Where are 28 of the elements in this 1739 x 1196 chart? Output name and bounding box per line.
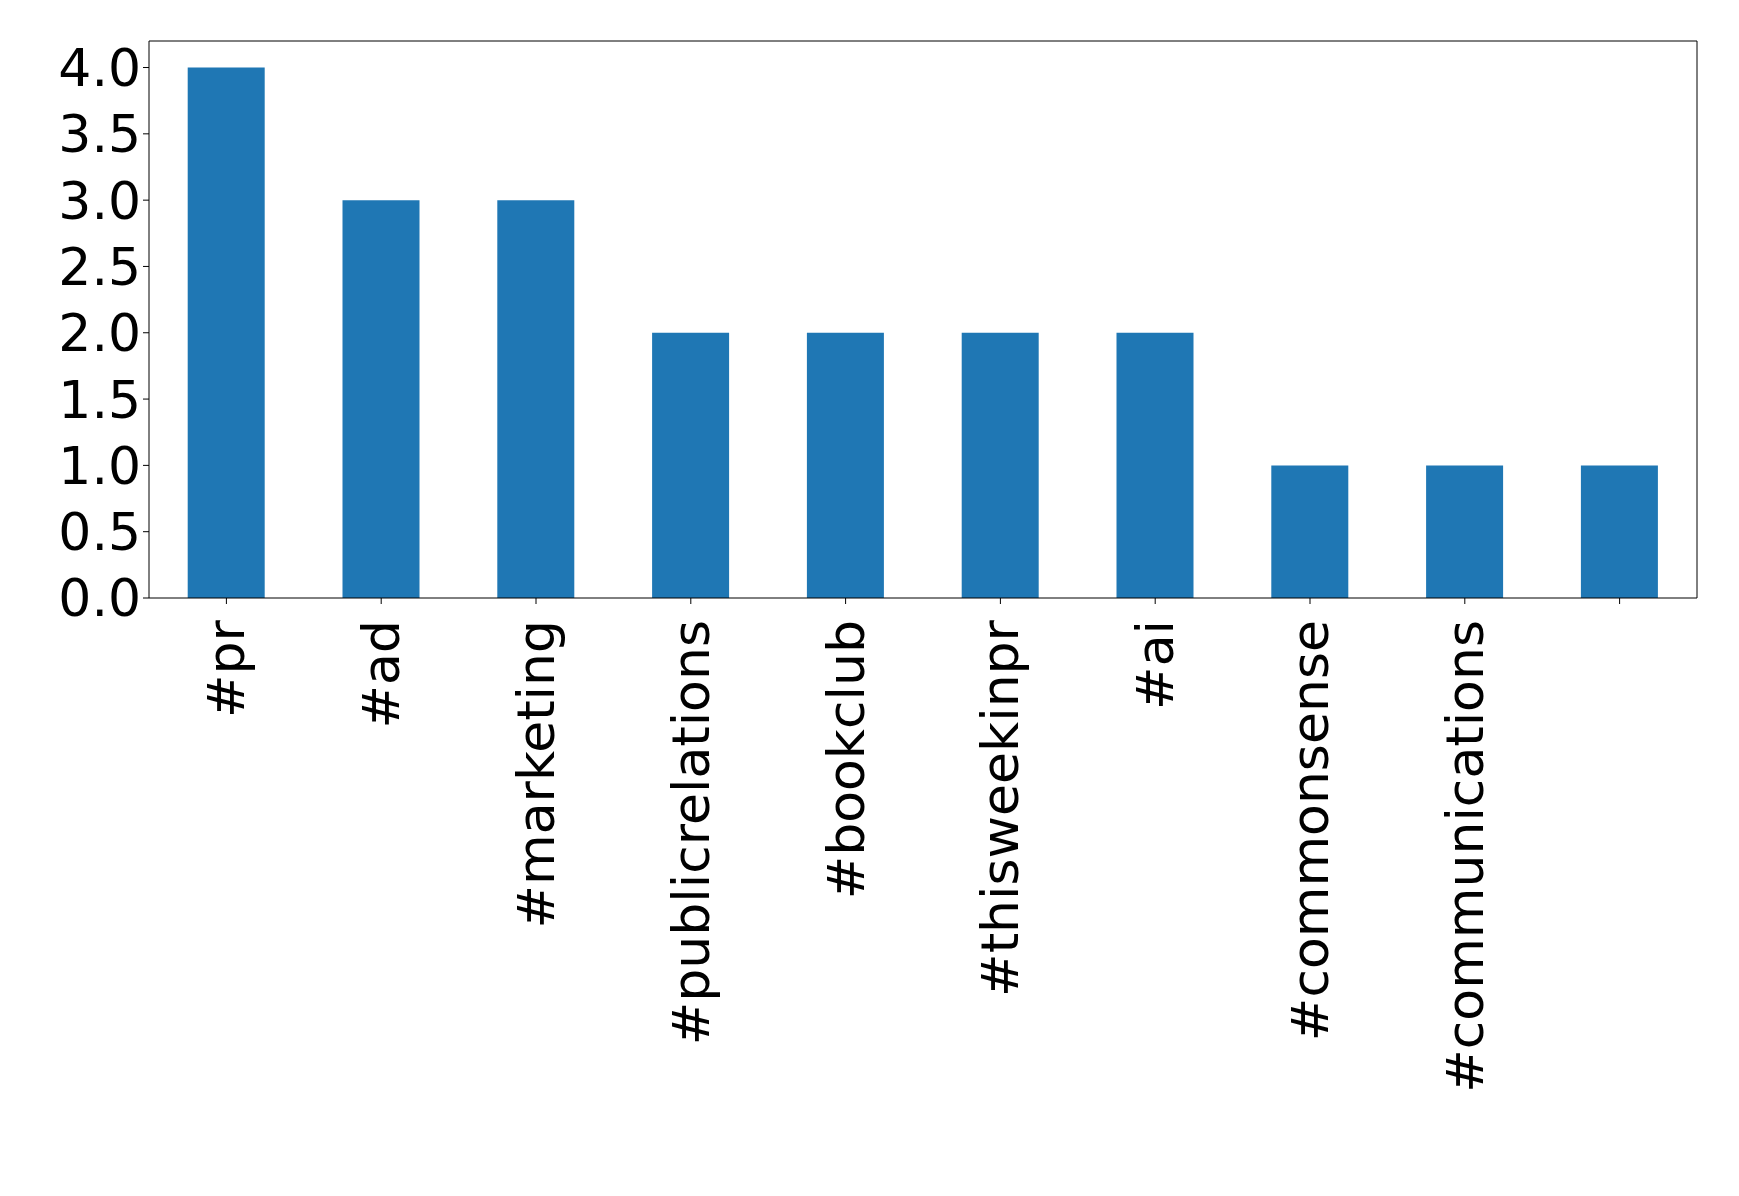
bar (806, 332, 884, 598)
x-tick-label: #thisweekinpr (970, 619, 1031, 997)
bar (1271, 465, 1349, 598)
bar (1116, 332, 1194, 598)
y-tick-label: 4.0 (58, 37, 141, 98)
bar (1580, 465, 1658, 598)
y-tick-label: 3.5 (58, 104, 141, 165)
y-tick-label: 0.0 (58, 568, 141, 629)
x-tick-label: #publicrelations (660, 620, 721, 1046)
x-tick-label: #communications (1434, 620, 1495, 1093)
bar (342, 200, 420, 598)
bar (497, 200, 575, 598)
x-tick-label: #ai (1125, 620, 1186, 710)
y-tick-label: 3.0 (58, 170, 141, 231)
bar (961, 332, 1039, 598)
x-tick-label: #commonsense (1280, 620, 1340, 1042)
bar (652, 332, 730, 598)
x-tick-label: #marketing (506, 620, 566, 929)
x-tick-label: #ad (351, 620, 412, 729)
y-tick-label: 0.5 (58, 502, 141, 563)
x-tick-label: #bookclub (815, 620, 876, 900)
bar (187, 67, 265, 598)
y-tick-label: 2.0 (58, 303, 141, 364)
bar (1426, 465, 1504, 598)
y-tick-label: 1.5 (58, 369, 141, 430)
x-tick-label: #pr (196, 619, 257, 718)
y-tick-label: 1.0 (58, 435, 141, 496)
y-tick-label: 2.5 (58, 236, 141, 297)
